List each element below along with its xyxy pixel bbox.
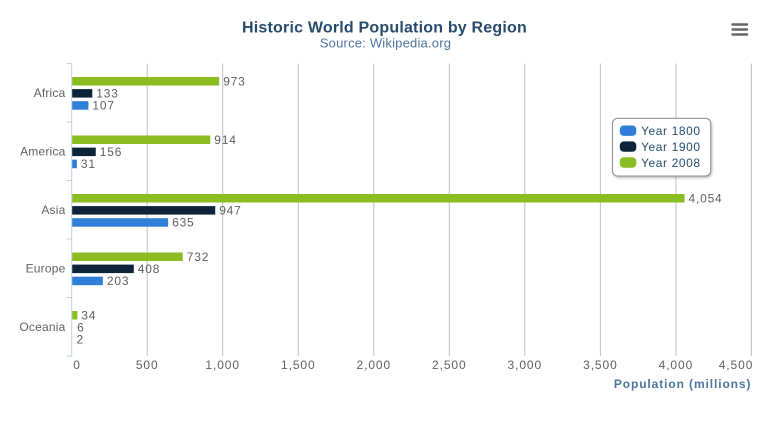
- svg-text:Year 1900: Year 1900: [641, 140, 701, 154]
- svg-text:3,500: 3,500: [583, 358, 618, 372]
- svg-text:6: 6: [77, 321, 84, 335]
- svg-text:4,500: 4,500: [719, 358, 754, 372]
- svg-text:Population (millions): Population (millions): [614, 377, 752, 391]
- svg-text:203: 203: [107, 274, 129, 288]
- svg-text:3,000: 3,000: [508, 358, 543, 372]
- svg-text:Africa: Africa: [34, 86, 66, 100]
- svg-text:Europe: Europe: [26, 262, 66, 276]
- svg-text:America: America: [20, 145, 66, 159]
- svg-text:635: 635: [172, 216, 194, 230]
- svg-text:1,500: 1,500: [281, 358, 316, 372]
- svg-text:0: 0: [73, 358, 81, 372]
- svg-text:Asia: Asia: [41, 203, 65, 217]
- svg-text:2,000: 2,000: [357, 358, 392, 372]
- svg-text:2: 2: [77, 333, 84, 347]
- svg-text:973: 973: [223, 74, 245, 88]
- svg-text:Year 1800: Year 1800: [641, 124, 701, 138]
- svg-text:Historic World Population by R: Historic World Population by Region: [242, 20, 527, 37]
- svg-text:4,000: 4,000: [659, 358, 694, 372]
- svg-text:408: 408: [138, 262, 160, 276]
- svg-text:133: 133: [96, 87, 118, 101]
- svg-text:Source: Wikipedia.org: Source: Wikipedia.org: [320, 36, 451, 51]
- svg-text:1,000: 1,000: [205, 358, 240, 372]
- svg-text:31: 31: [81, 157, 96, 171]
- svg-text:914: 914: [214, 133, 236, 147]
- svg-text:156: 156: [100, 145, 122, 159]
- svg-text:2,500: 2,500: [432, 358, 467, 372]
- svg-text:34: 34: [81, 308, 96, 322]
- svg-text:500: 500: [136, 358, 159, 372]
- svg-text:Oceania: Oceania: [19, 320, 65, 334]
- svg-text:4,054: 4,054: [689, 191, 723, 205]
- svg-text:107: 107: [92, 99, 114, 113]
- svg-text:Year 2008: Year 2008: [641, 156, 701, 170]
- svg-text:947: 947: [219, 204, 241, 218]
- svg-text:732: 732: [187, 250, 209, 264]
